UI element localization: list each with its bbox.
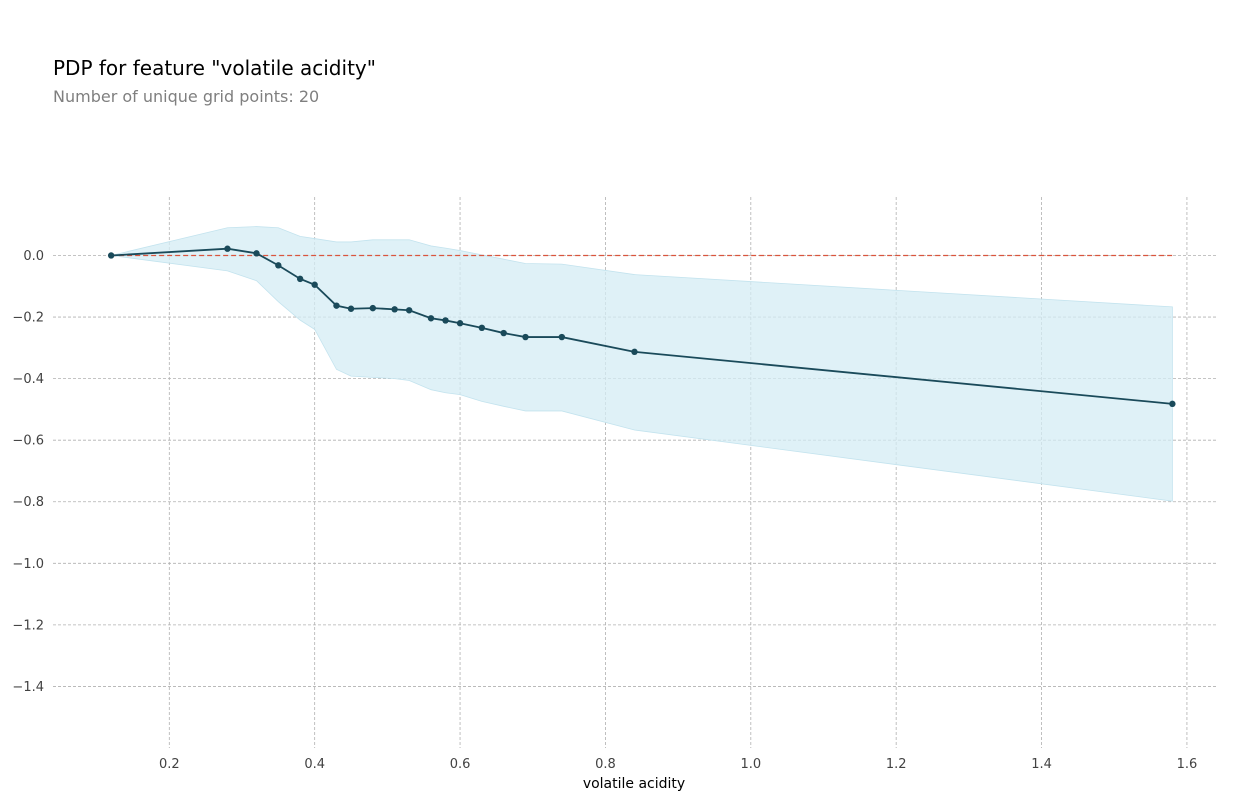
x-tick-label: 1.0 <box>740 757 761 772</box>
pdp-line <box>111 247 1173 405</box>
pdp-point <box>275 262 282 269</box>
pdp-point <box>311 281 318 288</box>
pdp-point <box>456 320 464 327</box>
pdp-point <box>1169 400 1176 408</box>
pdp-point <box>442 317 449 324</box>
x-tick-label: 1.4 <box>1031 757 1052 772</box>
pdp-point <box>333 302 340 309</box>
pdp-point <box>558 333 566 341</box>
y-tick-label: −1.4 <box>12 680 44 695</box>
y-tick-label: −0.8 <box>12 495 44 510</box>
chart-title: PDP for feature "volatile acidity" <box>53 56 376 80</box>
pdp-point <box>253 250 260 257</box>
y-tick-label: 0.0 <box>23 249 44 264</box>
y-tick-label: −0.6 <box>12 434 44 449</box>
y-tick-label: −1.2 <box>12 618 44 633</box>
pdp-point <box>369 304 377 312</box>
ticks-layer: 0.0 −0.2 −0.4 −0.6 −0.8 −1.0 −1.2 −1.4 0.2 0.4 0.6… <box>12 249 1197 772</box>
pdp-point <box>405 307 413 314</box>
y-tick-label: −0.2 <box>12 311 44 326</box>
pdp-point <box>224 245 231 252</box>
pdp-point <box>107 252 115 259</box>
x-tick-label: 0.8 <box>595 757 616 772</box>
confidence-band <box>111 226 1173 502</box>
x-tick-label: 0.4 <box>304 757 325 772</box>
y-tick-label: −0.4 <box>12 372 44 387</box>
pdp-point <box>427 315 435 322</box>
band-layer <box>111 226 1173 502</box>
chart-subtitle: Number of unique grid points: 20 <box>53 87 320 106</box>
points-layer <box>107 245 1176 408</box>
x-tick-label: 1.2 <box>886 757 907 772</box>
pdp-point <box>522 333 529 341</box>
pdp-point <box>500 329 507 337</box>
line-layer <box>111 247 1173 405</box>
y-tick-label: −1.0 <box>12 557 44 572</box>
pdp-point <box>478 324 486 332</box>
pdp-point <box>347 305 355 312</box>
x-tick-label: 0.6 <box>450 757 471 772</box>
x-tick-label: 0.2 <box>159 757 180 772</box>
x-tick-label: 1.6 <box>1177 757 1198 772</box>
pdp-point <box>391 306 398 313</box>
x-axis-label: volatile acidity <box>583 776 685 792</box>
pdp-point <box>631 348 638 356</box>
pdp-point <box>296 275 304 283</box>
